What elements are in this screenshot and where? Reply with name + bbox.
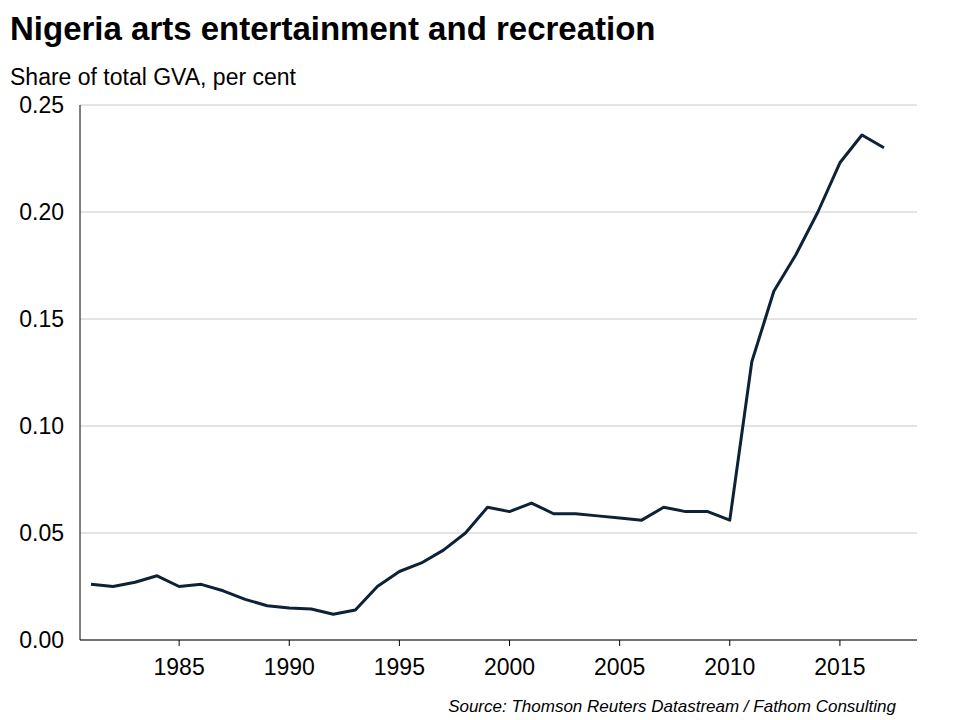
y-axis <box>80 105 81 640</box>
grid-line <box>80 533 917 534</box>
x-tick <box>399 640 400 646</box>
source: Source: Thomson Reuters Datastream / Fat… <box>448 697 896 716</box>
plot-area <box>91 135 884 614</box>
chart: Nigeria arts entertainment and recreatio… <box>0 0 960 720</box>
x-tick <box>729 640 730 646</box>
grid-line <box>80 212 917 213</box>
y-tick-label: 0.00 <box>19 627 64 653</box>
x-tick <box>289 640 290 646</box>
x-tick-label: 2015 <box>814 654 865 680</box>
grid-line <box>80 640 917 641</box>
y-tick-label: 0.10 <box>19 413 64 439</box>
x-tick <box>619 640 620 646</box>
y-tick-label: 0.20 <box>19 199 64 225</box>
grid-line <box>80 426 917 427</box>
y-tick-label: 0.15 <box>19 306 64 332</box>
title: Nigeria arts entertainment and recreatio… <box>10 10 656 47</box>
subtitle: Share of total GVA, per cent <box>10 64 297 90</box>
x-tick-label: 1990 <box>264 654 315 680</box>
series-line <box>91 135 884 614</box>
grid-line <box>80 319 917 320</box>
x-tick-label: 1985 <box>154 654 205 680</box>
x-tick <box>179 640 180 646</box>
x-tick <box>509 640 510 646</box>
grid-line <box>80 105 917 106</box>
x-tick-label: 1995 <box>374 654 425 680</box>
y-tick-label: 0.25 <box>19 92 64 118</box>
x-tick-label: 2000 <box>484 654 535 680</box>
x-axis <box>80 640 917 641</box>
x-tick <box>839 640 840 646</box>
x-tick-label: 2005 <box>594 654 645 680</box>
y-tick-label: 0.05 <box>19 520 64 546</box>
x-tick-label: 2010 <box>704 654 755 680</box>
